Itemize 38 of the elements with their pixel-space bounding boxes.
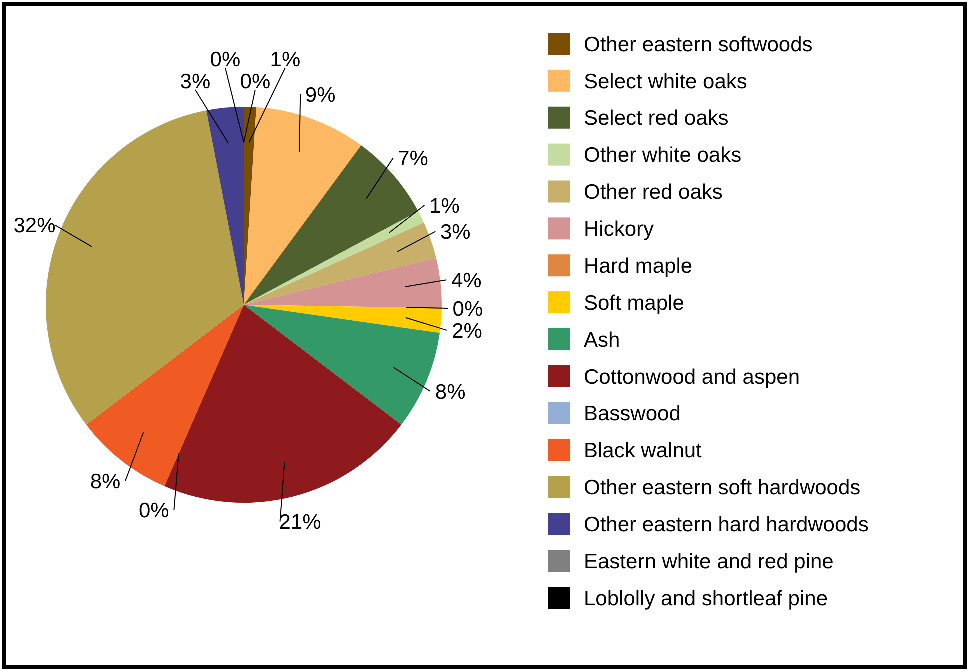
- data-label: 32%: [14, 214, 56, 238]
- data-label: 21%: [279, 511, 322, 534]
- legend-label: Select white oaks: [584, 70, 748, 94]
- data-label: 2%: [452, 320, 482, 343]
- legend-label: Hickory: [584, 218, 655, 242]
- legend-label: Other eastern hard hardwoods: [584, 514, 869, 537]
- pie-slice: [164, 305, 402, 503]
- data-label: 1%: [430, 194, 460, 218]
- data-label: 1%: [270, 48, 301, 72]
- text: 0%: [210, 48, 241, 72]
- pie-slice: [244, 222, 436, 305]
- legend-label: Other red oaks: [584, 181, 723, 204]
- text: 0%: [240, 70, 271, 94]
- pie-slice: [206, 107, 244, 305]
- text: 0%: [452, 298, 484, 321]
- pie-slice: [244, 107, 362, 305]
- data-label: 9%: [305, 84, 336, 107]
- pie-slice: [244, 258, 442, 308]
- legend-label: Hard maple: [584, 254, 693, 278]
- legend-label: Select red oaks: [584, 107, 729, 130]
- legend-label: Other eastern soft hardwoods: [584, 476, 861, 500]
- legend-label: Other eastern softwoods: [584, 33, 813, 56]
- data-label: 3%: [180, 70, 211, 94]
- pie-slice: [244, 305, 442, 334]
- data-label: 4%: [451, 270, 482, 293]
- legend-label: Black walnut: [584, 440, 702, 463]
- data-label: 8%: [90, 470, 121, 494]
- legend-label: Loblolly and shortleaf pine: [584, 587, 828, 610]
- legend-label: Other white oaks: [584, 144, 742, 168]
- legend-label: Soft maple: [584, 292, 684, 315]
- data-label: 3%: [440, 221, 471, 244]
- data-label: 7%: [398, 148, 428, 171]
- legend-label: Ash: [584, 328, 620, 352]
- legend-label: Basswood: [584, 402, 681, 426]
- legend-label: Cottonwood and aspen: [584, 366, 800, 389]
- data-label: 8%: [435, 380, 466, 404]
- text: 0%: [139, 500, 170, 523]
- legend-label: Eastern white and red pine: [584, 550, 834, 574]
